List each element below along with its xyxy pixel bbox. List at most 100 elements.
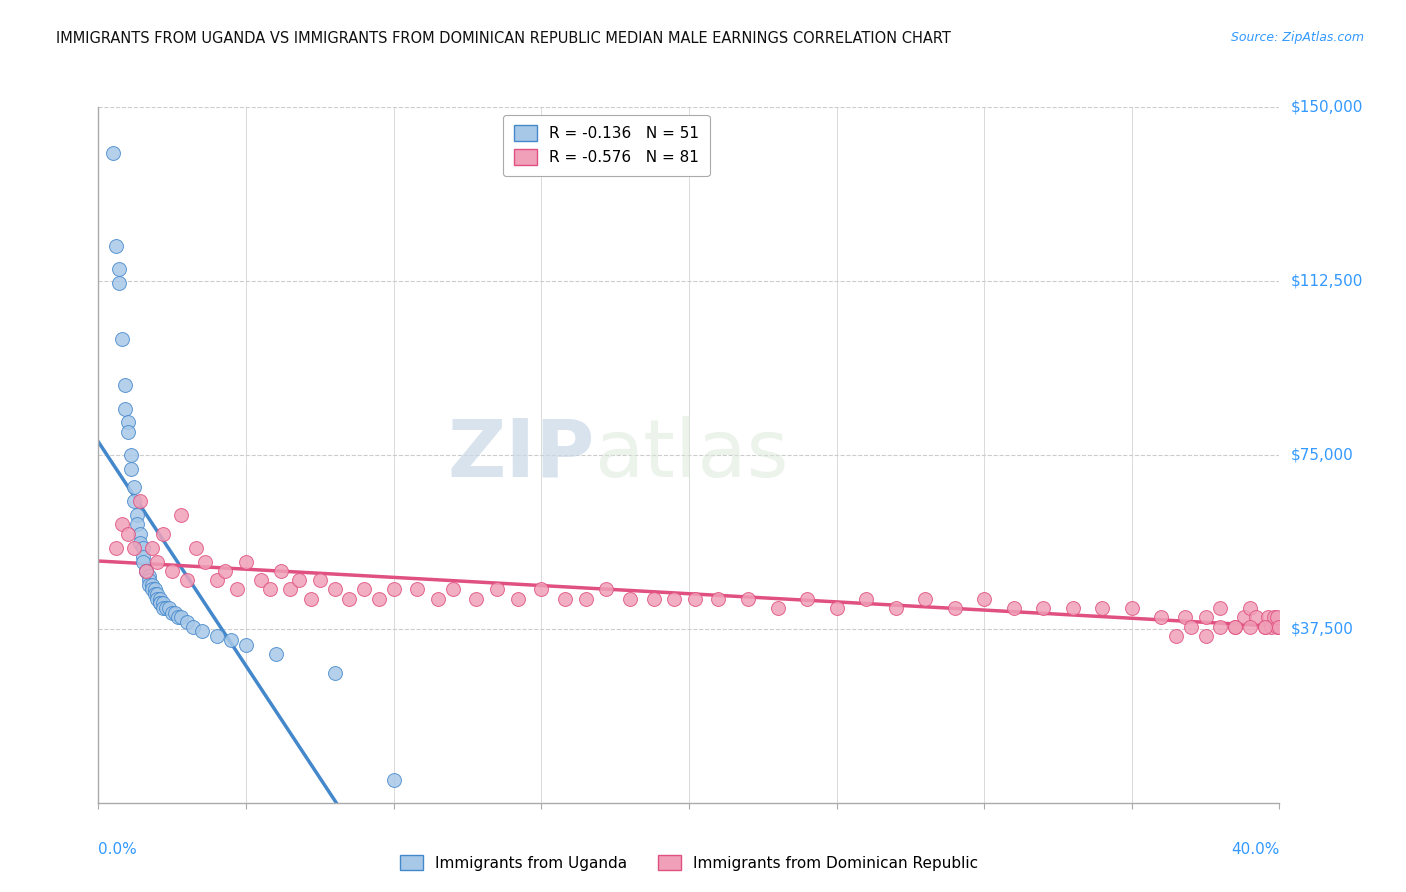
Point	[122, 480, 145, 494]
Point	[120, 448, 142, 462]
Point	[135, 564, 157, 578]
Point	[530, 582, 553, 597]
Point	[1150, 610, 1173, 624]
Point	[1209, 619, 1232, 633]
Point	[138, 578, 160, 592]
Point	[1209, 601, 1232, 615]
Point	[1223, 619, 1246, 633]
Point	[427, 591, 450, 606]
Point	[120, 462, 142, 476]
Point	[323, 665, 346, 680]
Point	[165, 606, 187, 620]
Point	[264, 648, 287, 662]
Point	[554, 591, 576, 606]
Point	[155, 601, 177, 615]
Point	[278, 582, 302, 597]
Point	[486, 582, 509, 597]
Point	[309, 573, 332, 587]
Point	[368, 591, 391, 606]
Point	[1002, 601, 1025, 615]
Point	[117, 425, 139, 439]
Point	[1164, 629, 1187, 643]
Point	[226, 582, 249, 597]
Point	[157, 601, 180, 615]
Point	[683, 591, 706, 606]
Point	[707, 591, 730, 606]
Point	[152, 526, 174, 541]
Point	[114, 401, 136, 416]
Point	[1265, 610, 1288, 624]
Point	[162, 606, 183, 620]
Point	[146, 591, 169, 606]
Point	[1244, 610, 1267, 624]
Text: IMMIGRANTS FROM UGANDA VS IMMIGRANTS FROM DOMINICAN REPUBLIC MEDIAN MALE EARNING: IMMIGRANTS FROM UGANDA VS IMMIGRANTS FRO…	[56, 31, 950, 46]
Point	[149, 596, 172, 610]
Point	[465, 591, 488, 606]
Point	[205, 629, 228, 643]
Point	[125, 517, 148, 532]
Point	[152, 601, 174, 615]
Point	[128, 526, 150, 541]
Point	[108, 262, 131, 277]
Point	[323, 582, 346, 597]
Point	[619, 591, 641, 606]
Point	[125, 508, 148, 523]
Point	[162, 564, 183, 578]
Point	[111, 332, 134, 346]
Point	[299, 591, 322, 606]
Point	[141, 582, 163, 597]
Point	[103, 146, 125, 161]
Point	[259, 582, 281, 597]
Legend: R = -0.136   N = 51, R = -0.576   N = 81: R = -0.136 N = 51, R = -0.576 N = 81	[503, 115, 710, 176]
Point	[1239, 619, 1261, 633]
Point	[506, 591, 529, 606]
Point	[170, 610, 193, 624]
Point	[382, 582, 405, 597]
Point	[143, 587, 166, 601]
Point	[1254, 619, 1277, 633]
Point	[167, 610, 190, 624]
Point	[170, 508, 193, 523]
Text: 0.0%: 0.0%	[98, 842, 138, 856]
Point	[1195, 610, 1218, 624]
Point	[250, 573, 273, 587]
Text: $150,000: $150,000	[1291, 100, 1362, 114]
Point	[441, 582, 464, 597]
Point	[191, 624, 214, 639]
Point	[176, 573, 198, 587]
Point	[1091, 601, 1114, 615]
Point	[138, 568, 160, 582]
Legend: Immigrants from Uganda, Immigrants from Dominican Republic: Immigrants from Uganda, Immigrants from …	[391, 846, 987, 880]
Point	[943, 601, 966, 615]
Point	[132, 555, 155, 569]
Point	[270, 564, 292, 578]
Point	[143, 582, 166, 597]
Point	[796, 591, 818, 606]
Point	[1233, 610, 1256, 624]
Point	[146, 555, 169, 569]
Point	[1195, 629, 1218, 643]
Point	[382, 772, 405, 787]
Point	[135, 564, 157, 578]
Text: ZIP: ZIP	[447, 416, 595, 494]
Point	[149, 591, 172, 606]
Point	[855, 591, 877, 606]
Point	[111, 517, 134, 532]
Point	[1239, 601, 1261, 615]
Point	[353, 582, 375, 597]
Point	[643, 591, 665, 606]
Text: $75,000: $75,000	[1291, 448, 1354, 462]
Text: Source: ZipAtlas.com: Source: ZipAtlas.com	[1230, 31, 1364, 45]
Point	[141, 578, 163, 592]
Point	[1260, 619, 1282, 633]
Point	[825, 601, 848, 615]
Point	[181, 619, 204, 633]
Point	[205, 573, 228, 587]
Point	[1265, 619, 1288, 633]
Text: $37,500: $37,500	[1291, 622, 1354, 636]
Point	[176, 615, 198, 629]
Point	[117, 526, 139, 541]
Point	[1223, 619, 1246, 633]
Point	[288, 573, 311, 587]
Point	[574, 591, 596, 606]
